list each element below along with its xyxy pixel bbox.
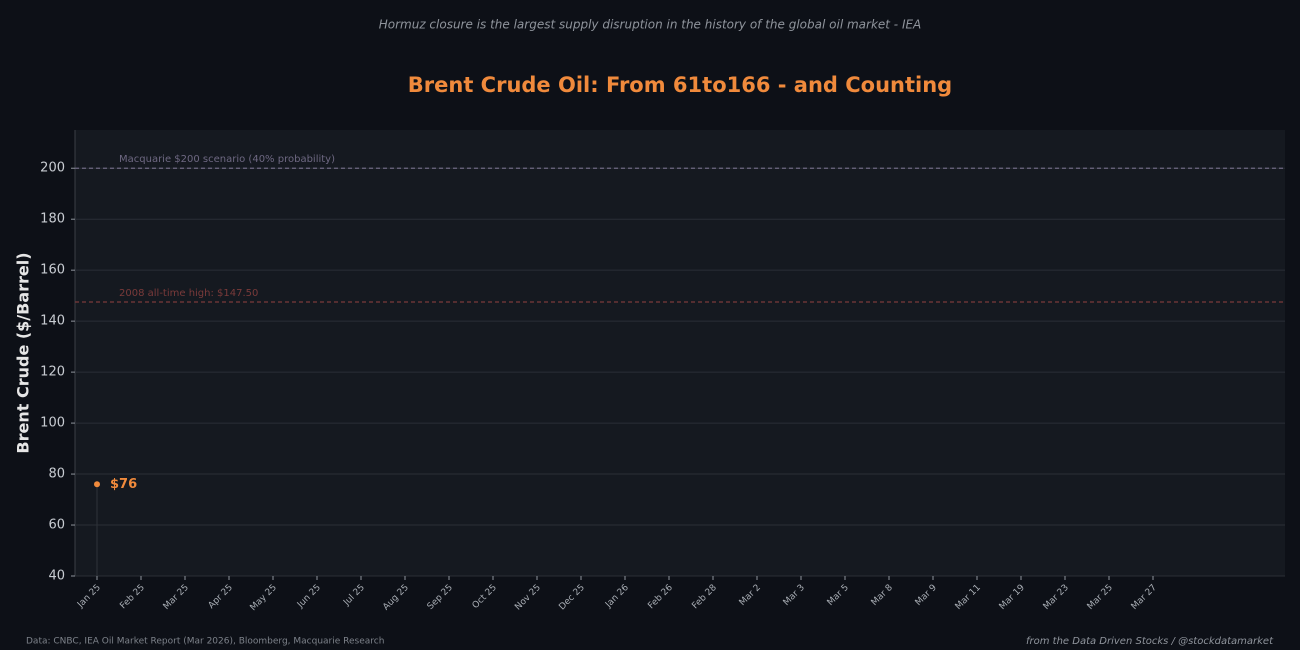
source: Data: CNBC, IEA Oil Market Report (Mar 2… xyxy=(26,637,384,647)
x-tick-label: Mar 19 xyxy=(998,583,1027,612)
y-axis-label: Brent Crude ($/Barrel) xyxy=(14,252,33,453)
x-tick-label: Feb 28 xyxy=(690,583,719,612)
x-tick-label: Mar 11 xyxy=(954,583,983,612)
y-tick-label: 120 xyxy=(40,365,65,380)
subtitle: Hormuz closure is the largest supply dis… xyxy=(379,18,922,32)
x-tick-label: Mar 25 xyxy=(1086,583,1115,612)
y-tick-label: 100 xyxy=(40,416,65,431)
y-tick-label: 200 xyxy=(40,161,65,176)
x-tick-label: Oct 25 xyxy=(471,583,499,611)
x-tick-label: Dec 25 xyxy=(557,583,587,613)
x-tick-label: Mar 27 xyxy=(1130,583,1159,612)
x-tick-label: Jul 25 xyxy=(341,583,367,609)
x-tick-label: Jun 25 xyxy=(295,583,323,611)
data-point xyxy=(94,481,100,488)
x-tick-label: Mar 23 xyxy=(1042,583,1071,612)
x-tick-label: Apr 25 xyxy=(207,583,235,611)
x-tick-label: Nov 25 xyxy=(513,583,543,613)
reference-label: 2008 all-time high: $147.50 xyxy=(119,288,258,299)
x-tick-label: Mar 8 xyxy=(870,583,895,608)
x-tick-label: Aug 25 xyxy=(381,583,411,613)
x-tick-label: Mar 25 xyxy=(162,583,191,612)
x-tick-label: Feb 26 xyxy=(646,583,675,612)
x-tick-label: Jan 26 xyxy=(603,583,631,611)
x-tick-label: Mar 5 xyxy=(826,583,851,608)
y-tick-label: 180 xyxy=(40,212,65,227)
y-tick-label: 160 xyxy=(40,263,65,278)
reference-label: Macquarie $200 scenario (40% probability… xyxy=(119,154,335,165)
x-tick-label: Mar 9 xyxy=(914,583,939,608)
x-tick-label: Mar 3 xyxy=(782,583,807,608)
chart-title: Brent Crude Oil: From 61to166 - and Coun… xyxy=(408,73,952,97)
plot-area xyxy=(75,130,1285,576)
x-tick-label: Mar 2 xyxy=(738,583,763,608)
x-tick-label: Jan 25 xyxy=(75,583,103,611)
x-tick-label: Sep 25 xyxy=(426,583,455,612)
x-tick-label: May 25 xyxy=(249,583,279,613)
y-tick-label: 140 xyxy=(40,314,65,329)
y-tick-label: 40 xyxy=(48,569,65,584)
y-tick-label: 80 xyxy=(48,467,65,482)
y-tick-label: 60 xyxy=(48,518,65,533)
x-tick-label: Feb 25 xyxy=(118,583,146,611)
data-label: $76 xyxy=(110,477,137,492)
credit: from the Data Driven Stocks / @stockdata… xyxy=(1026,636,1274,647)
